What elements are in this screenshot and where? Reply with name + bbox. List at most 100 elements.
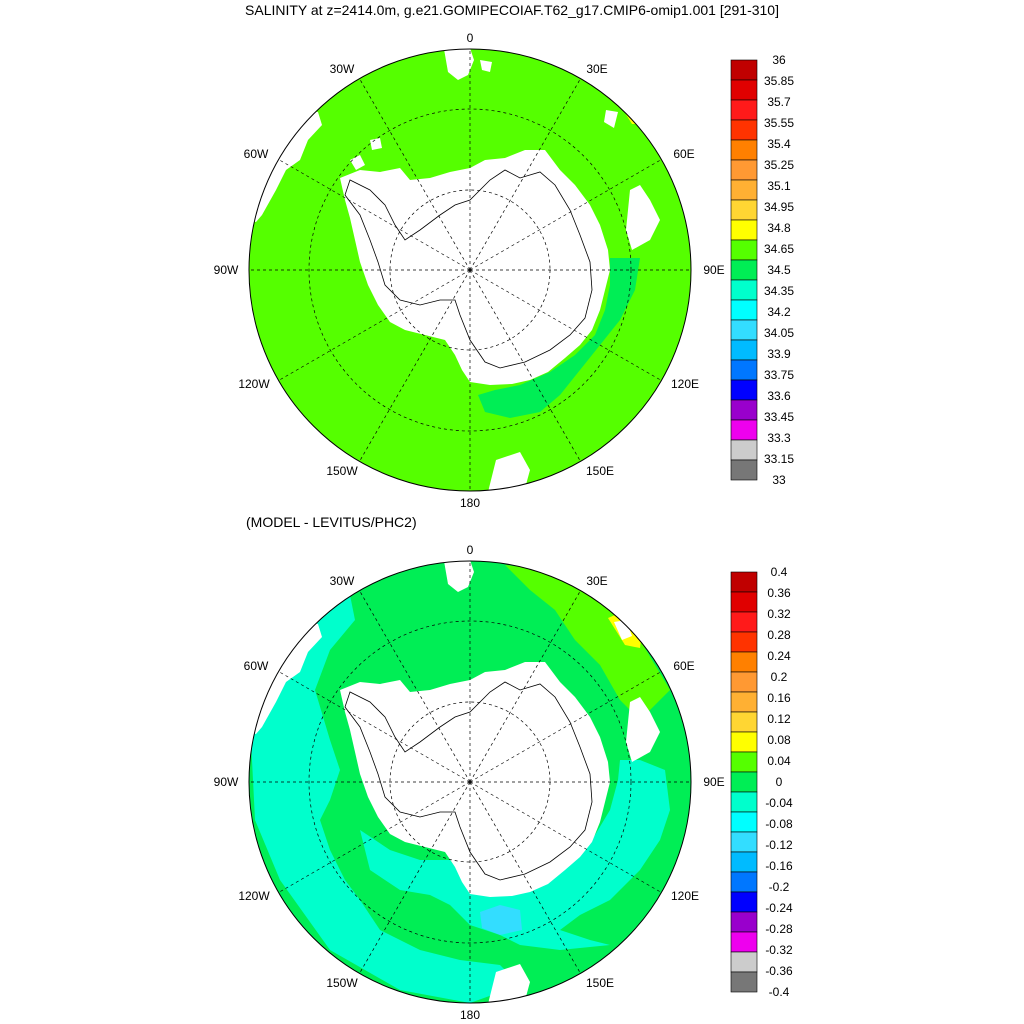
- colorbar-salinity-tick-label: 35.55: [764, 116, 794, 130]
- colorbar-salinity-swatch: [730, 279, 758, 301]
- lon-label-30e: 30E: [586, 574, 607, 588]
- colorbar-difference-tick-label: -0.2: [769, 880, 790, 894]
- positive-anomaly-indian: [505, 565, 670, 720]
- colorbar-salinity-tick-label: 35.7: [767, 95, 791, 109]
- colorbar-difference-tick-label: -0.12: [765, 838, 793, 852]
- lon-label-120w: 120W: [238, 889, 270, 903]
- colorbar-difference-swatch: [730, 651, 758, 673]
- difference-map: 0 30E 60E 90E 120E 150E 180 150W 120W 90…: [214, 543, 725, 1022]
- colorbar-salinity-swatch: [730, 99, 758, 121]
- lon-label-150e: 150E: [586, 976, 614, 990]
- colorbar-salinity-tick-label: 33.45: [764, 410, 794, 424]
- colorbar-difference-swatch: [730, 771, 758, 793]
- colorbar-salinity-swatch: [730, 379, 758, 401]
- colorbar-salinity-tick-label: 35.4: [767, 137, 791, 151]
- colorbar-salinity-swatch: [730, 239, 758, 261]
- salinity-map: 0 30E 60E 90E 120E 150E 180 150W 120W 90…: [214, 31, 725, 510]
- colorbar-difference-tick-label: 0.08: [767, 733, 791, 747]
- colorbar-salinity-tick-label: 35.25: [764, 158, 794, 172]
- negative-anomaly-west: [249, 595, 520, 1003]
- graticule: [249, 49, 691, 491]
- colorbar-salinity-tick-label: 33.6: [767, 389, 791, 403]
- land-new-zealand: [488, 964, 530, 1003]
- colorbar-difference-tick-label: 0.36: [767, 586, 791, 600]
- colorbar-difference-tick-label: -0.24: [765, 901, 793, 915]
- land-africa-east: [480, 60, 492, 72]
- colorbar-difference-tick-label: -0.28: [765, 922, 793, 936]
- colorbar-salinity-tick-label: 34.35: [764, 284, 794, 298]
- colorbar-difference-swatch: [730, 591, 758, 613]
- land-africa: [444, 49, 474, 80]
- colorbar-salinity-swatch: [730, 319, 758, 341]
- colorbar-difference-swatch: [730, 751, 758, 773]
- lon-label-90w: 90W: [214, 775, 239, 789]
- land-indian-islands: [614, 620, 660, 762]
- colorbar-salinity-tick-label: 34.8: [767, 221, 791, 235]
- lon-label-30w: 30W: [330, 574, 355, 588]
- antarctic-coastline: [344, 169, 593, 369]
- colorbar-salinity-tick-label: 34.5: [767, 263, 791, 277]
- colorbar-difference: 0.4 0.36 0.32 0.28 0.24 0.2 0.16 0.12 0.08 0.04 0 -…: [730, 565, 793, 999]
- colorbar-difference-swatch: [730, 611, 758, 633]
- colorbar-difference-swatch: [730, 971, 758, 993]
- colorbar-difference-tick-label: -0.16: [765, 859, 793, 873]
- land-antarctica: [340, 662, 610, 897]
- more-negative-patch: [480, 905, 522, 935]
- colorbar-difference-swatch: [730, 831, 758, 853]
- land-new-zealand: [488, 452, 530, 491]
- colorbar-salinity-tick-label: 34.65: [764, 242, 794, 256]
- colorbar-difference-tick-label: -0.08: [765, 817, 793, 831]
- colorbar-salinity-swatch: [730, 439, 758, 461]
- land-antarctica: [340, 150, 610, 385]
- lon-label-150w: 150W: [326, 464, 358, 478]
- colorbar-salinity-swatch: [730, 79, 758, 101]
- colorbar-salinity-tick-label: 33.15: [764, 452, 794, 466]
- lon-label-90w: 90W: [214, 263, 239, 277]
- map-border: [248, 560, 692, 1004]
- colorbar-difference-tick-label: 0.4: [771, 565, 788, 579]
- colorbar-difference-tick-label: 0: [776, 775, 783, 789]
- colorbar-salinity-tick-label: 34.95: [764, 200, 794, 214]
- colorbar-difference-tick-label: 0.32: [767, 607, 791, 621]
- difference-subtitle: (MODEL - LEVITUS/PHC2): [246, 514, 417, 530]
- colorbar-salinity-swatch: [730, 119, 758, 141]
- colorbar-difference-swatch: [730, 631, 758, 653]
- lon-label-180: 180: [460, 1008, 480, 1022]
- colorbar-difference-swatch: [730, 891, 758, 913]
- colorbar-salinity-swatch: [730, 159, 758, 181]
- colorbar-difference-tick-label: -0.04: [765, 796, 793, 810]
- negative-anomaly-antarctic-ring: [360, 760, 670, 950]
- colorbar-salinity-tick-label: 33.75: [764, 368, 794, 382]
- colorbar-salinity-swatch: [730, 59, 758, 81]
- colorbar-difference-swatch: [730, 791, 758, 813]
- colorbar-salinity-swatch: [730, 219, 758, 241]
- lon-label-90e: 90E: [703, 775, 724, 789]
- lon-label-30e: 30E: [586, 62, 607, 76]
- colorbar-salinity-tick-label: 34.2: [767, 305, 791, 319]
- colorbar-salinity-tick-label: 35.85: [764, 74, 794, 88]
- colorbar-salinity-swatch: [730, 359, 758, 381]
- lon-label-120e: 120E: [671, 889, 699, 903]
- lon-label-150e: 150E: [586, 464, 614, 478]
- colorbar-salinity-swatch: [730, 299, 758, 321]
- colorbar-difference-swatch: [730, 951, 758, 973]
- colorbar-salinity-tick-label: 34.05: [764, 326, 794, 340]
- colorbar-difference-tick-label: 0.24: [767, 649, 791, 663]
- colorbar-salinity-tick-label: 33: [772, 473, 786, 487]
- lon-label-60e: 60E: [673, 147, 694, 161]
- colorbar-difference-swatch: [730, 811, 758, 833]
- colorbar-salinity-swatch: [730, 259, 758, 281]
- graticule: [249, 561, 691, 1003]
- colorbar-salinity-swatch: [730, 139, 758, 161]
- colorbar-salinity-swatch: [730, 199, 758, 221]
- colorbar-difference-tick-label: 0.16: [767, 691, 791, 705]
- land-scotia-islands: [350, 138, 382, 170]
- figure-title: SALINITY at z=2414.0m, g.e21.GOMIPECOIAF…: [245, 2, 779, 18]
- lon-label-60w: 60W: [244, 659, 269, 673]
- lon-label-150w: 150W: [326, 976, 358, 990]
- colorbar-salinity-swatch: [730, 179, 758, 201]
- colorbar-difference-swatch: [730, 731, 758, 753]
- colorbar-difference-swatch: [730, 671, 758, 693]
- colorbar-difference-tick-label: 0.2: [771, 670, 788, 684]
